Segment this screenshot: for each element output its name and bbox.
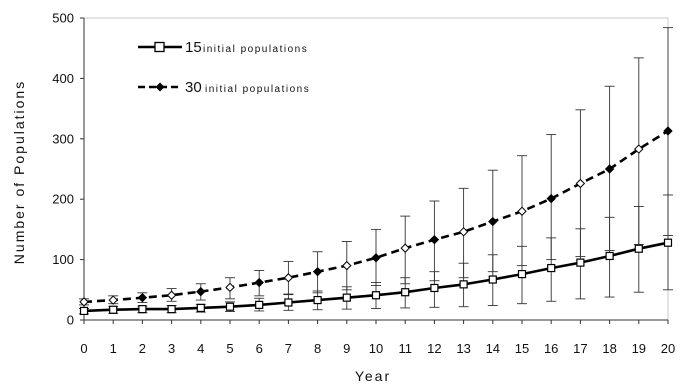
data-point-series-2 xyxy=(196,286,206,297)
legend-number-series-2: 30 xyxy=(185,79,202,96)
x-tick-label: 9 xyxy=(343,341,350,356)
x-tick-label: 14 xyxy=(486,341,500,356)
legend-number-series-1: 15 xyxy=(185,39,202,56)
data-point-series-1 xyxy=(225,302,235,311)
legend-marker-series-2 xyxy=(155,82,165,92)
x-tick-label: 20 xyxy=(661,341,675,356)
data-point-series-2 xyxy=(458,227,469,237)
x-tick-label: 18 xyxy=(602,341,616,356)
x-tick-label: 19 xyxy=(632,341,646,356)
x-tick-label: 15 xyxy=(515,341,529,356)
data-point-series-2 xyxy=(663,126,673,136)
x-tick-label: 10 xyxy=(369,341,383,356)
y-tick-label: 500 xyxy=(52,11,74,26)
data-point-series-1 xyxy=(79,306,89,316)
y-tick-label: 200 xyxy=(52,192,74,207)
data-point-series-1 xyxy=(576,258,585,267)
x-tick-label: 2 xyxy=(139,341,146,356)
y-tick-label: 0 xyxy=(67,313,74,328)
x-tick-label: 11 xyxy=(398,341,412,356)
legend-item-series-1: 15 initial populations xyxy=(138,39,308,56)
legend-label-series-1: initial populations xyxy=(203,44,308,55)
x-tick-label: 5 xyxy=(226,341,233,356)
data-point-series-1 xyxy=(488,275,497,284)
data-point-series-1 xyxy=(401,288,410,297)
x-axis-ticks: 0 1 2 3 4 5 6 7 8 9 10 11 12 13 14 15 16 17 18 19 20 xyxy=(80,320,675,356)
data-point-series-1 xyxy=(196,303,205,313)
data-point-series-1 xyxy=(605,251,614,261)
x-tick-label: 8 xyxy=(314,341,321,356)
data-point-series-2 xyxy=(254,277,264,288)
data-point-series-1 xyxy=(167,305,176,314)
data-point-series-2 xyxy=(488,216,498,227)
x-axis-label: Year xyxy=(355,368,391,384)
y-tick-label: 300 xyxy=(52,131,74,146)
x-tick-label: 17 xyxy=(573,341,587,356)
data-point-series-2 xyxy=(225,282,235,293)
data-point-series-2 xyxy=(79,297,89,307)
x-tick-label: 0 xyxy=(80,341,87,356)
data-point-series-1 xyxy=(255,300,264,309)
data-point-series-2 xyxy=(546,193,556,204)
data-point-series-2 xyxy=(517,206,527,216)
data-point-series-1 xyxy=(547,263,556,273)
x-tick-label: 1 xyxy=(110,341,117,356)
data-point-series-2 xyxy=(400,243,410,253)
data-point-series-1 xyxy=(109,305,118,314)
data-point-series-2 xyxy=(575,178,586,189)
data-point-series-1 xyxy=(517,269,527,279)
data-point-series-1 xyxy=(342,293,351,302)
legend-label-series-2: initial populations xyxy=(205,84,310,95)
data-point-series-1 xyxy=(138,305,147,314)
data-point-series-1 xyxy=(371,291,381,300)
data-point-series-1 xyxy=(284,298,293,307)
data-point-series-2 xyxy=(283,273,294,283)
data-point-series-1 xyxy=(313,295,322,305)
x-tick-label: 7 xyxy=(285,341,292,356)
data-point-series-2 xyxy=(634,144,644,154)
data-point-series-2 xyxy=(604,164,615,174)
data-point-series-2 xyxy=(312,266,323,277)
y-tick-label: 400 xyxy=(52,71,74,86)
data-point-series-2 xyxy=(108,295,118,305)
y-tick-label: 100 xyxy=(52,252,74,267)
data-point-series-1 xyxy=(459,280,468,289)
x-tick-label: 3 xyxy=(168,341,175,356)
x-tick-label: 6 xyxy=(256,341,263,356)
error-bars xyxy=(79,27,673,315)
y-axis-ticks: 0 100 200 300 400 500 xyxy=(52,11,84,328)
data-point-series-2 xyxy=(371,253,381,263)
legend-item-series-2: 30 initial populations xyxy=(138,79,310,96)
data-point-series-2 xyxy=(166,290,177,300)
legend-marker-series-1 xyxy=(154,41,165,53)
data-point-series-2 xyxy=(342,260,352,271)
data-point-series-1 xyxy=(634,244,643,253)
series-line-2 xyxy=(83,129,669,304)
data-markers xyxy=(79,126,673,316)
data-point-series-2 xyxy=(429,234,440,245)
x-tick-label: 12 xyxy=(427,341,441,356)
legend: 15 initial populations 30 initial popula… xyxy=(138,39,310,96)
data-point-series-1 xyxy=(663,238,673,247)
x-tick-label: 4 xyxy=(197,341,204,356)
y-axis-label: Number of Populations xyxy=(11,80,27,264)
data-point-series-1 xyxy=(430,283,439,293)
x-tick-label: 16 xyxy=(544,341,558,356)
x-tick-label: 13 xyxy=(456,341,470,356)
data-point-series-2 xyxy=(137,292,148,303)
